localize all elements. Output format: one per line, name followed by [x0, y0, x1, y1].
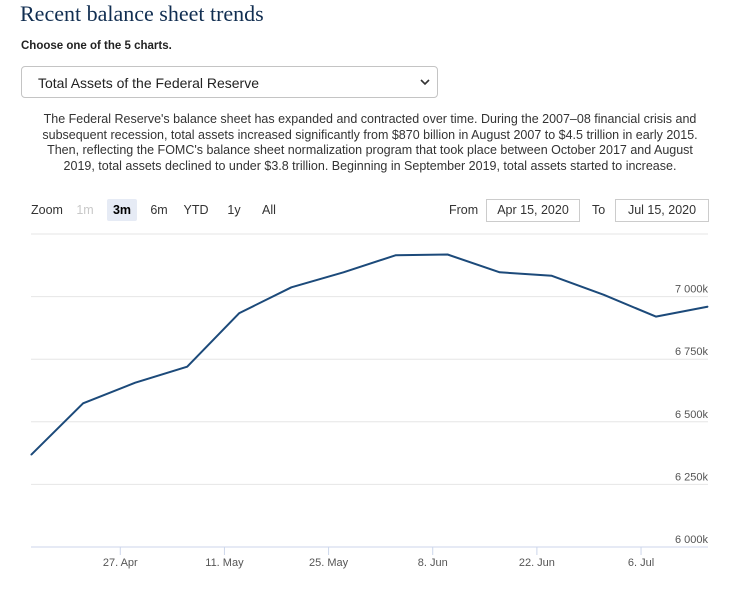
data-point[interactable]: [395, 254, 397, 256]
zoom-label: Zoom: [31, 203, 63, 217]
x-tick-label: 25. May: [309, 557, 349, 569]
zoom-6m-button[interactable]: 6m: [150, 203, 168, 217]
to-label: To: [592, 203, 606, 217]
data-point[interactable]: [551, 275, 553, 277]
y-tick-label: 6 500k: [675, 409, 709, 421]
data-point[interactable]: [82, 402, 84, 404]
x-tick-label: 11. May: [205, 557, 244, 569]
zoom-all-button[interactable]: All: [262, 203, 276, 217]
data-point[interactable]: [499, 271, 501, 273]
chevron-down-icon: [420, 79, 430, 86]
y-tick-label: 7 000k: [675, 284, 709, 296]
chart-chooser-label: Choose one of the 5 charts.: [21, 40, 172, 52]
zoom-1y-button[interactable]: 1y: [227, 203, 241, 217]
data-point[interactable]: [342, 271, 344, 273]
from-label: From: [449, 203, 479, 217]
data-point[interactable]: [655, 316, 657, 318]
chart-select-value: Total Assets of the Federal Reserve: [38, 75, 259, 91]
x-tick-label: 8. Jun: [418, 557, 448, 569]
data-point[interactable]: [134, 382, 136, 384]
y-tick-label: 6 000k: [675, 534, 709, 546]
data-point[interactable]: [290, 286, 292, 288]
data-point[interactable]: [447, 254, 449, 256]
data-point[interactable]: [707, 306, 709, 308]
page-title: Recent balance sheet trends: [20, 1, 264, 26]
zoom-ytd-button[interactable]: YTD: [183, 203, 209, 217]
series-line[interactable]: [30, 253, 709, 456]
data-point[interactable]: [603, 294, 605, 296]
zoom-1m-button[interactable]: 1m: [76, 203, 94, 217]
x-tick-label: 22. Jun: [519, 557, 555, 569]
to-date-input[interactable]: Jul 15, 2020: [615, 199, 709, 222]
data-point[interactable]: [238, 312, 240, 314]
x-tick-label: 6. Jul: [628, 557, 654, 569]
chart-select[interactable]: Total Assets of the Federal Reserve: [21, 66, 438, 98]
zoom-3m-button[interactable]: 3m: [107, 199, 137, 221]
x-tick-label: 27. Apr: [103, 557, 138, 569]
data-point[interactable]: [186, 366, 188, 368]
y-tick-label: 6 250k: [675, 471, 709, 483]
data-point[interactable]: [30, 454, 32, 456]
from-date-input[interactable]: Apr 15, 2020: [486, 199, 580, 222]
chart-description: The Federal Reserve's balance sheet has …: [42, 112, 698, 173]
y-tick-label: 6 750k: [675, 346, 709, 358]
